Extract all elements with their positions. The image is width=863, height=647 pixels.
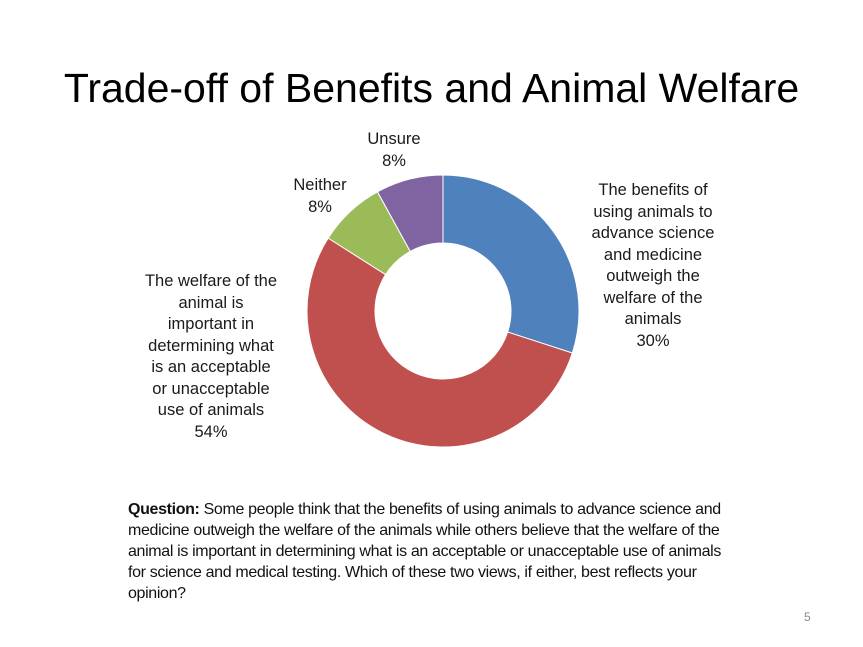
donut-slice-1 xyxy=(306,237,573,448)
donut-slice-0 xyxy=(442,174,580,354)
question-body: Some people think that the benefits of u… xyxy=(128,501,722,602)
question-label: Question: xyxy=(128,501,200,518)
question-text: Question: Some people think that the ben… xyxy=(128,499,728,604)
donut-slice-3 xyxy=(376,174,444,253)
label-benefits: The benefits of using animals to advance… xyxy=(591,181,715,350)
label-unsure: Unsure 8% xyxy=(367,130,421,170)
slide-title: Trade-off of Benefits and Animal Welfare xyxy=(63,65,800,111)
page-number: 5 xyxy=(804,610,811,624)
label-neither: Neither 8% xyxy=(293,176,347,216)
donut-slices xyxy=(306,174,580,448)
label-welfare: The welfare of the animal is important i… xyxy=(144,272,278,441)
